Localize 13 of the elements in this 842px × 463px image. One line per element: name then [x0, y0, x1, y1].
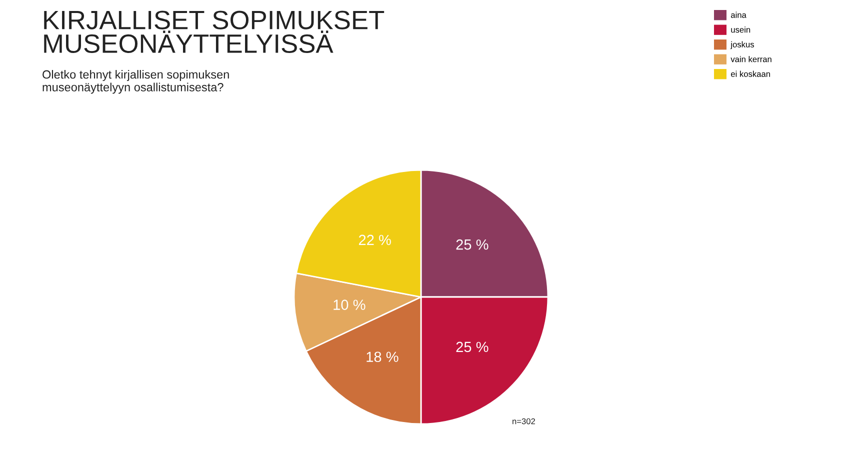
data-label: 18 %: [366, 352, 398, 362]
legend-label: vain kerran: [730, 56, 772, 62]
legend-label: ei koskaan: [731, 70, 770, 77]
data-label: 10 %: [334, 300, 366, 310]
legend-label: usein: [731, 26, 750, 33]
data-label: 22 %: [358, 234, 391, 246]
chart-title: KIRJALLISET SOPIMUKSET MUSEONÄYTTELYISSÄ: [44, 10, 384, 54]
legend-label: joskus: [730, 41, 754, 50]
data-label: 25 %: [456, 342, 488, 352]
data-label: 25 %: [456, 239, 488, 250]
legend-label: aina: [731, 12, 746, 18]
text: Oletko tehnyt kirjallisen sopimuksen museonäyttelyyn osallistumisesta?: [42, 70, 229, 94]
text: n=302: [512, 418, 535, 424]
